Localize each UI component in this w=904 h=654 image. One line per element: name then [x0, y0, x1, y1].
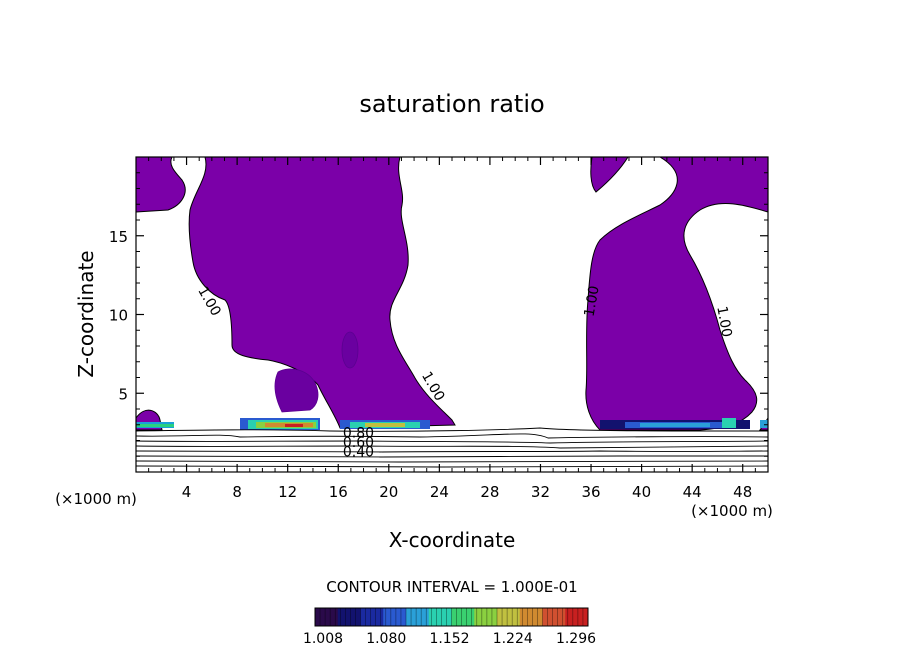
x-tick-label: 40 [632, 483, 651, 501]
colorbar-tick-label: 1.224 [493, 631, 533, 647]
colorbar-tick-label: 1.296 [556, 631, 596, 647]
colorbar-segment [542, 608, 566, 626]
x-axis: 4 8 12 16 20 24 28 32 36 40 44 48 [148, 157, 756, 501]
colorbar-tick-label: 1.152 [429, 631, 469, 647]
x-tick-label: 16 [329, 483, 348, 501]
saturated-region-left-top [136, 157, 186, 213]
colorbar-segment [383, 608, 407, 626]
colorbar-segment [519, 608, 543, 626]
colorbar-ticks: 1.008 1.080 1.152 1.224 1.296 [303, 631, 596, 647]
x-tick-label: 36 [581, 483, 600, 501]
x-tick-label: 20 [379, 483, 398, 501]
plot-area [136, 157, 768, 468]
colorbar-segment [474, 608, 498, 626]
x-axis-label: X-coordinate [389, 528, 516, 552]
x-tick-label: 32 [531, 483, 550, 501]
contour-label: 1.00 [713, 305, 734, 338]
colorbar-tick-label: 1.008 [303, 631, 343, 647]
y-tick-label: 15 [109, 228, 128, 246]
y-axis: 5 10 15 [109, 172, 768, 457]
colorbar-segment [497, 608, 521, 626]
x-unit-label-left: (×1000 m) [55, 490, 137, 508]
x-unit-label-right: (×1000 m) [691, 502, 773, 520]
colorbar-segment [360, 608, 384, 626]
colorbar [314, 607, 589, 627]
colorbar-tick-label: 1.080 [366, 631, 406, 647]
y-tick-label: 10 [109, 307, 128, 325]
x-tick-label: 28 [480, 483, 499, 501]
x-tick-label: 12 [278, 483, 297, 501]
x-tick-label: 8 [232, 483, 242, 501]
colorbar-segment [406, 608, 430, 626]
inner-contour [274, 368, 319, 413]
x-tick-label: 44 [683, 483, 702, 501]
colorbar-segment [337, 608, 361, 626]
low-level-high-saturation-bands [136, 418, 768, 430]
contour-label: 1.00 [582, 284, 603, 317]
colorbar-segment [565, 608, 589, 626]
colorbar-segment [451, 608, 475, 626]
colorbar-frame [314, 607, 589, 627]
y-axis-label: Z-coordinate [74, 250, 98, 377]
x-tick-label: 4 [182, 483, 192, 501]
x-tick-label: 24 [430, 483, 449, 501]
contour-label: 0.40 [343, 444, 374, 460]
chart-title: saturation ratio [359, 90, 544, 118]
colorbar-segment [428, 608, 452, 626]
x-tick-label: 48 [733, 483, 752, 501]
saturated-region-left-column [188, 157, 456, 429]
low-level-contour-lines [136, 427, 768, 468]
inner-contour [341, 331, 359, 369]
colorbar-segment [315, 608, 339, 626]
y-tick-label: 5 [118, 385, 128, 403]
contour-label: 0.80 [343, 425, 374, 441]
contour-interval-text: CONTOUR INTERVAL = 1.000E-01 [326, 578, 577, 596]
saturated-region-right-top [590, 157, 629, 193]
saturated-region-right-column [585, 157, 768, 431]
contour-label: 0.60 [343, 435, 374, 451]
